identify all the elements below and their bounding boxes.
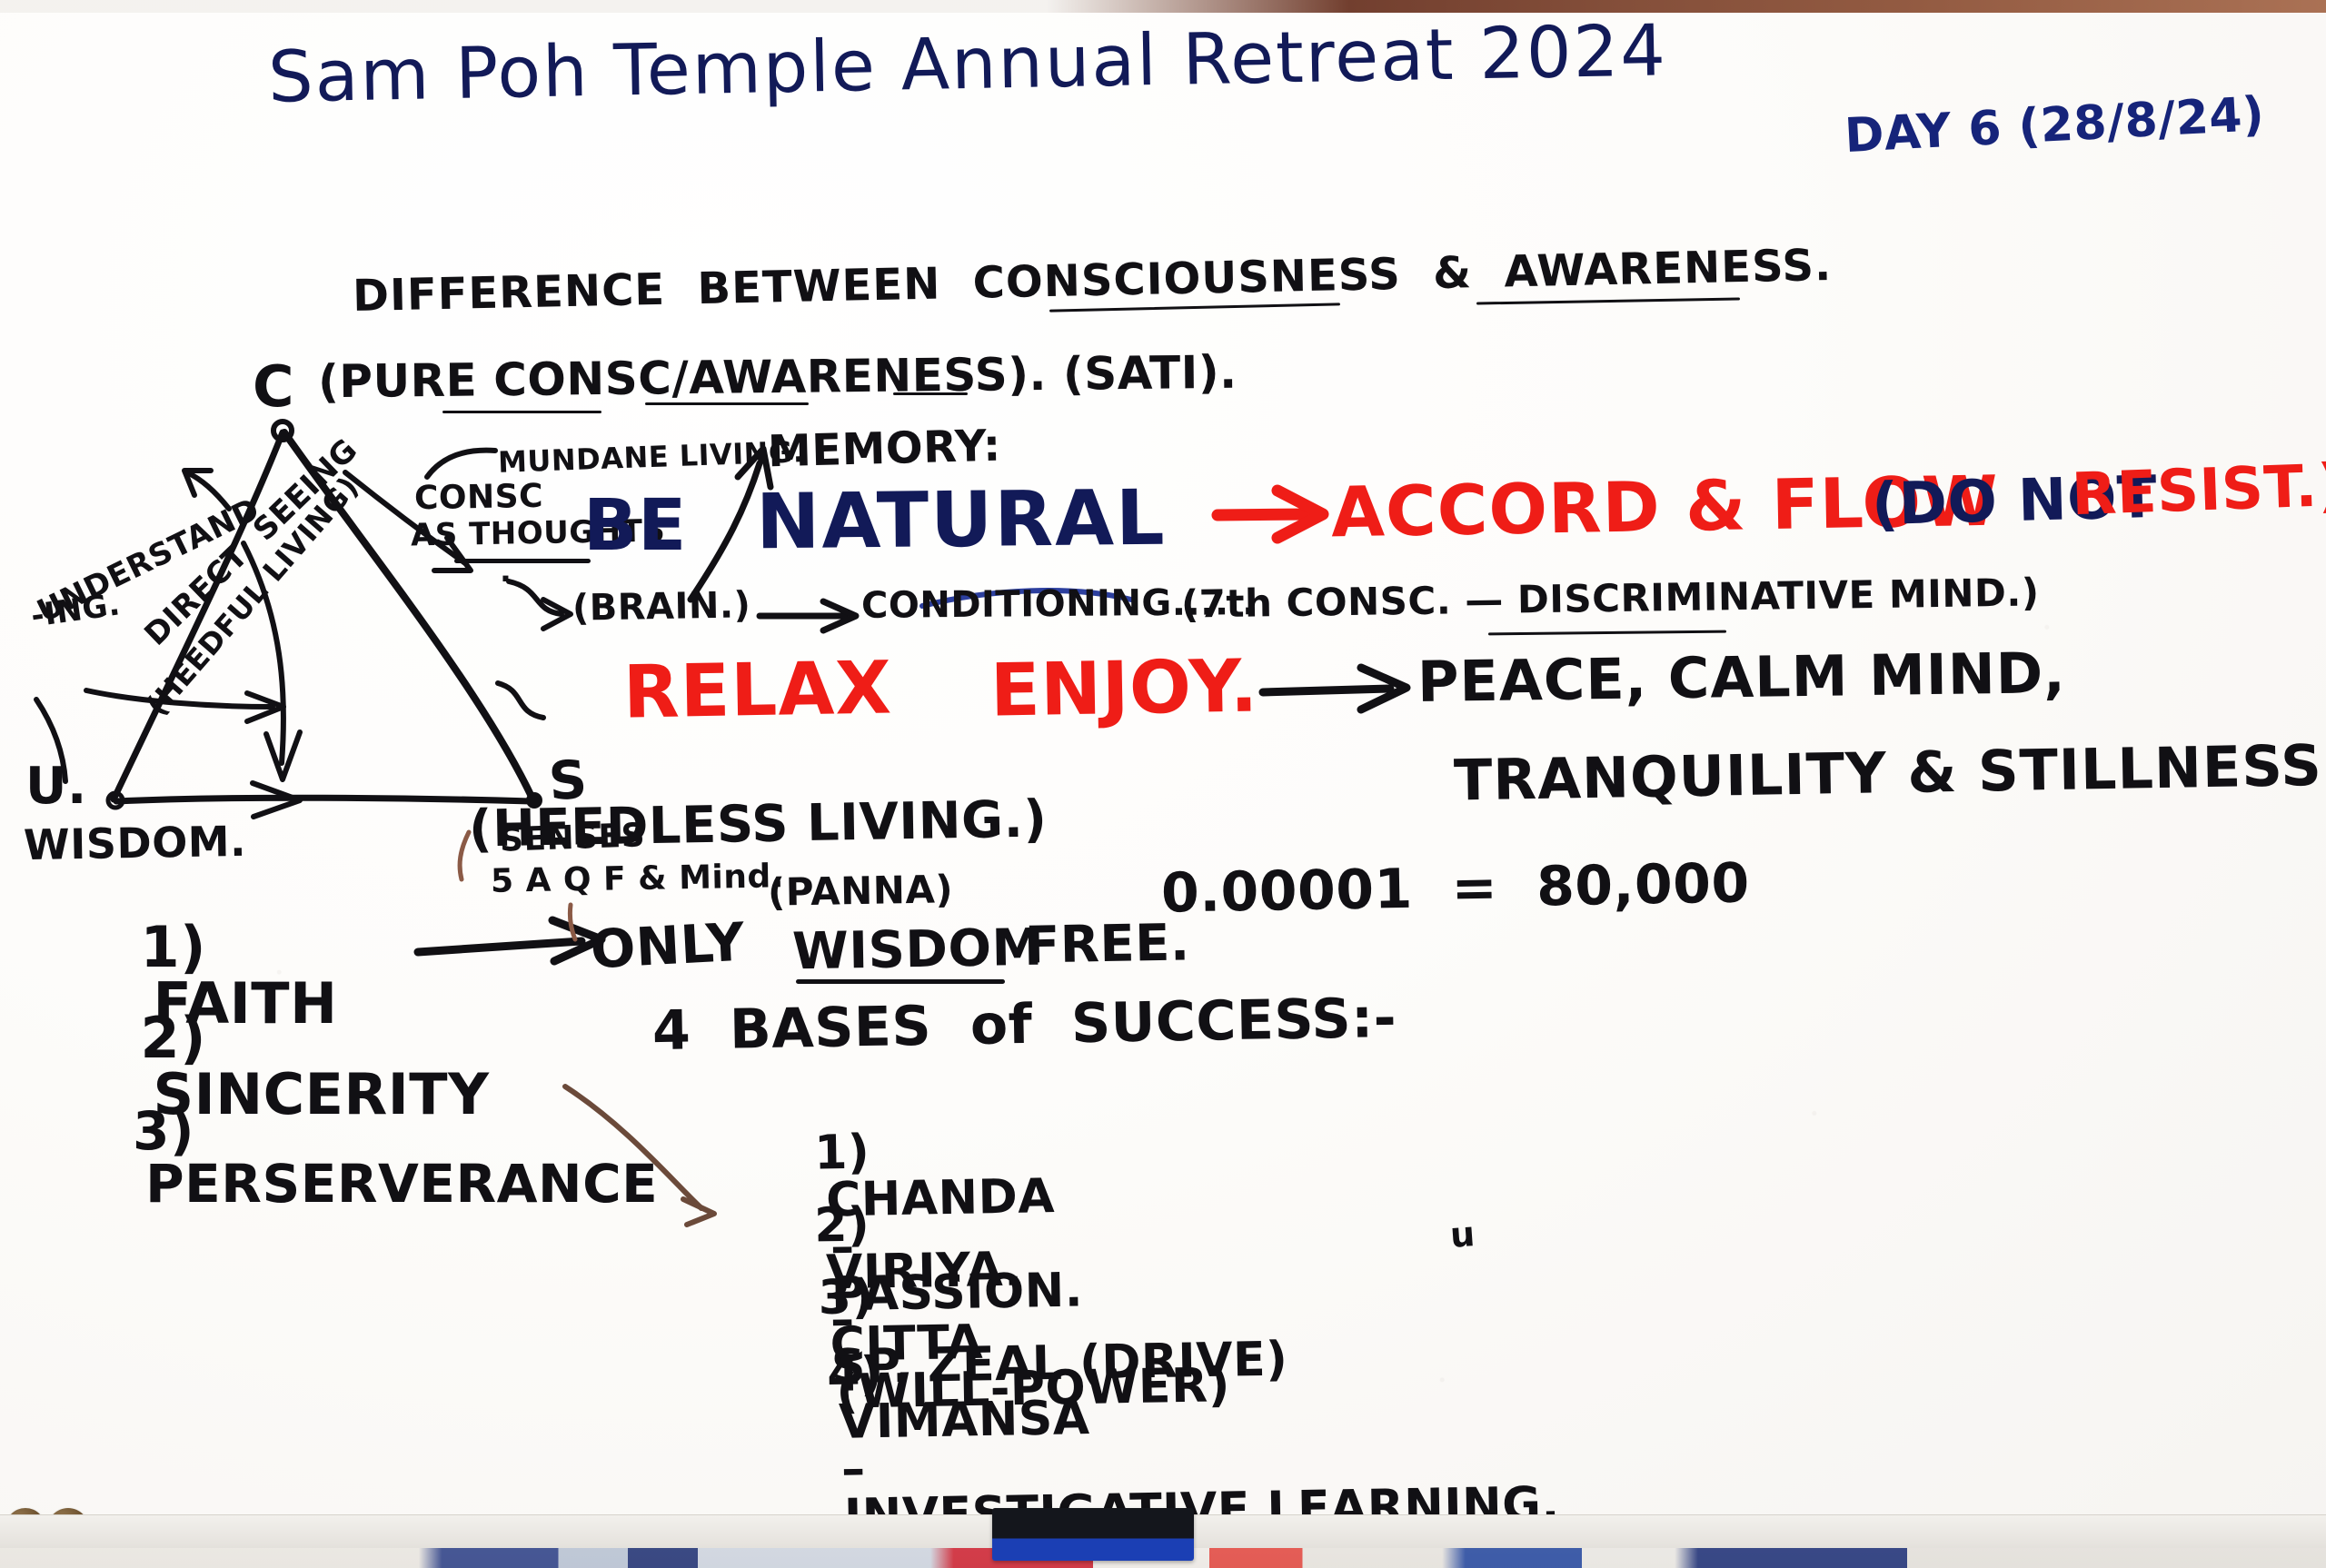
note-memory: MEMORY: (767, 420, 1002, 478)
day-label: DAY 6 (28/8/24) (1843, 86, 2266, 164)
underline-as-thoughts (454, 559, 591, 563)
list-item-number: 1) (140, 914, 206, 980)
note-wisdom: WISDOM (791, 918, 1044, 982)
underline-consc (442, 411, 601, 413)
note-peace-line1: PEACE, CALM MIND, (1416, 640, 2067, 715)
note-natural: NATURAL (755, 472, 1168, 567)
underline-sati (893, 392, 968, 395)
underline-discriminative (1487, 630, 1727, 636)
list-item-label: SINCERITY (153, 1061, 490, 1127)
note-brain: (BRAIN.) (572, 584, 751, 630)
note-equation: 0.00001 = 80,000 (1160, 851, 1751, 926)
list-item-label: PERSERVERANCE (145, 1153, 659, 1215)
note-enjoy: ENJOY. (989, 643, 1259, 733)
list-item-number: 3) (133, 1100, 195, 1162)
note-seventh-consc: (7th CONSC. — DISCRIMINATIVE MIND.) (1180, 570, 2040, 627)
note-relax: RELAX (622, 645, 893, 735)
page-title: Sam Poh Temple Annual Retreat 2024 (267, 10, 1668, 119)
vertex-label-u: U. (25, 757, 87, 816)
stray-mark-u: u (1448, 1214, 1477, 1255)
underline-awareness2 (645, 402, 809, 405)
note-panna: (PANNA) (767, 867, 954, 915)
section-heading: DIFFERENCE BETWEEN CONSCIOUSNESS & AWARE… (352, 239, 1833, 323)
list-item-label: FAITH (153, 970, 338, 1037)
note-heedless-living: (HEEDLESS LIVING.) (468, 789, 1048, 859)
list-item: 1) FAITH (20, 863, 338, 1088)
heading-underline-awareness (1476, 297, 1741, 305)
diagram-apex-letter: C (253, 353, 295, 420)
note-free: FREE. (1024, 913, 1191, 976)
note-consc: CONSC (413, 477, 544, 518)
note-resist: RESIST.) (2070, 452, 2326, 530)
note-as-thoughts-dot: . (500, 553, 512, 590)
note-peace-line2: TRANQUILITY & STILLNESS. (1453, 731, 2326, 814)
list-item: 2) SINCERITY (20, 954, 489, 1179)
list-item-number: 2) (140, 1005, 206, 1071)
board-top-edge (0, 0, 2326, 13)
note-be: BE (583, 485, 687, 567)
note-mundane-living: MUNDANE LIVING. (497, 434, 805, 480)
list-item-term: VIMANSA (838, 1391, 1091, 1450)
whiteboard-eraser (992, 1508, 1194, 1561)
bases-heading: 4 BASES of SUCCESS:- (651, 986, 1397, 1064)
vertex-label-wisdom: WISDOM. (23, 816, 247, 870)
note-only: ONLY (589, 910, 747, 981)
underline-wisdom (796, 979, 1005, 984)
list-item: 3) PERSERVERANCE (20, 1052, 658, 1263)
diagram-apex-note: (PURE CONSC/AWARENESS). (SATI). (317, 345, 1238, 409)
vertex-label-senses-sub: 5 A Q F & Mind. (490, 858, 785, 900)
